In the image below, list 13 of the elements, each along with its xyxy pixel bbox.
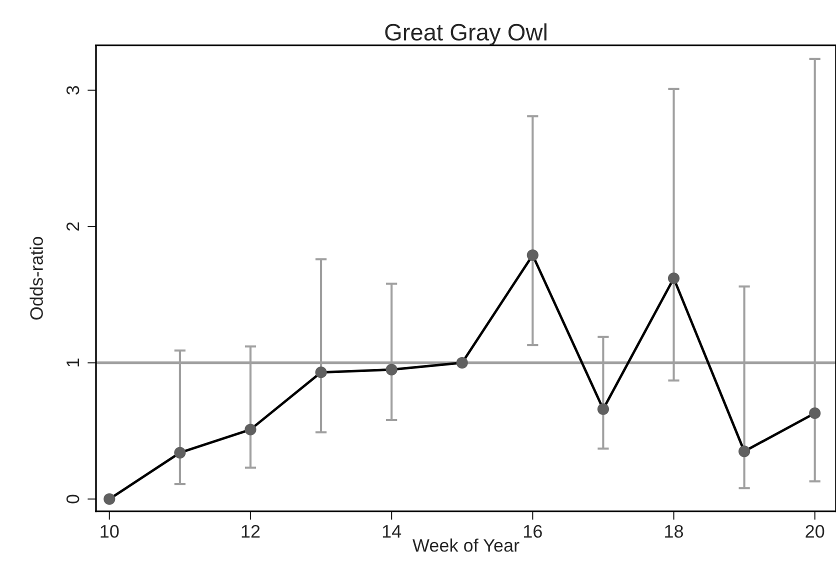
y-tick-label: 2 — [66, 222, 80, 231]
x-tick-label: 20 — [806, 524, 824, 538]
x-tick-label: 12 — [242, 524, 260, 538]
x-tick-label: 14 — [382, 525, 402, 538]
x-tick-label: 18 — [665, 524, 684, 538]
x-tick-label: 16 — [524, 524, 542, 538]
chart-title: Great Gray Owl — [385, 23, 546, 46]
x-tick-label: 10 — [100, 524, 119, 538]
x-axis-title: Week of Year — [412, 538, 520, 552]
y-tick-label: 3 — [66, 86, 80, 95]
y-tick-label: 0 — [66, 494, 80, 504]
y-tick-label: 1 — [66, 358, 80, 366]
y-axis-title: Odds-ratio — [30, 236, 43, 320]
